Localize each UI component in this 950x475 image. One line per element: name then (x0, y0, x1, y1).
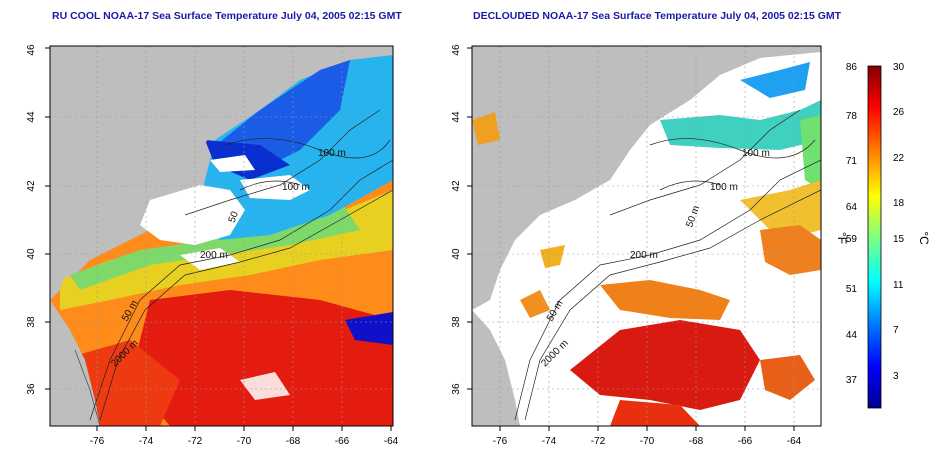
y-tick-label: 40 (451, 248, 462, 260)
left-map-title: RU COOL NOAA-17 Sea Surface Temperature … (52, 10, 402, 22)
fahrenheit-tick: 64 (846, 202, 858, 213)
celsius-tick: 18 (893, 198, 905, 209)
fahrenheit-tick: 86 (846, 62, 858, 73)
colorbar-gradient (867, 65, 882, 409)
contour-2000m (89, 159, 393, 421)
x-tick-label: -72 (188, 436, 203, 447)
y-tick-label: 38 (451, 316, 462, 328)
x-tick-label: -74 (139, 436, 154, 447)
contour-label: 100 m (742, 148, 770, 159)
left-axes: -76 -74 -72 -70 -68 -66 -64 36 38 40 42 … (26, 44, 399, 447)
contour-label: 100 m (318, 148, 346, 159)
contour-label: 200 m (200, 250, 228, 261)
right-axes: -76 -74 -72 -70 -68 -66 -64 36 38 40 42 … (451, 44, 802, 447)
fahrenheit-tick: 51 (846, 284, 858, 295)
right-sst-map: 100 m 100 m 50 m 200 m 50 m 2000 m (472, 46, 821, 426)
y-tick-label: 38 (26, 316, 37, 328)
y-tick-label: 46 (451, 44, 462, 56)
contour-label: 50 (227, 210, 241, 225)
fahrenheit-unit-label: °F (835, 232, 849, 244)
y-tick-label: 36 (451, 383, 462, 395)
y-tick-label: 42 (26, 180, 37, 192)
contour-label: 100 m (282, 182, 310, 193)
y-tick-label: 44 (26, 111, 37, 123)
celsius-tick: 30 (893, 62, 905, 73)
ocean-hot (130, 290, 393, 426)
x-tick-label: -68 (689, 436, 704, 447)
cloud-patch (140, 185, 245, 245)
y-tick-label: 44 (451, 111, 462, 123)
celsius-unit-label: °C (917, 231, 931, 245)
x-tick-label: -76 (90, 436, 105, 447)
y-tick-label: 46 (26, 44, 37, 56)
left-sst-map: 100 m 100 m 50 200 m 50 m 2000 m (50, 46, 393, 426)
fahrenheit-tick: 78 (846, 111, 858, 122)
right-map-title: DECLOUDED NOAA-17 Sea Surface Temperatur… (473, 10, 842, 22)
y-tick-label: 42 (451, 180, 462, 192)
celsius-tick: 3 (893, 371, 899, 382)
left-map-frame (49, 45, 394, 427)
left-grid (50, 46, 393, 426)
x-tick-label: -74 (542, 436, 557, 447)
celsius-tick: 11 (893, 280, 904, 291)
fahrenheit-tick: 44 (846, 330, 858, 341)
celsius-tick: 7 (893, 325, 899, 336)
fahrenheit-tick: 59 (846, 234, 858, 245)
contour-label: 100 m (710, 182, 738, 193)
right-grid (472, 46, 821, 426)
land-area (472, 46, 821, 310)
x-tick-label: -66 (335, 436, 350, 447)
x-tick-label: -68 (286, 436, 301, 447)
colorbar: 86 78 71 64 59 51 44 37 30 26 22 18 15 1… (835, 62, 931, 409)
x-tick-label: -72 (591, 436, 606, 447)
contour-label: 200 m (630, 250, 658, 261)
x-tick-label: -66 (738, 436, 753, 447)
celsius-tick: 26 (893, 107, 905, 118)
x-tick-label: -70 (640, 436, 655, 447)
celsius-tick: 22 (893, 153, 905, 164)
x-tick-label: -76 (493, 436, 508, 447)
y-tick-label: 40 (26, 248, 37, 260)
x-tick-label: -70 (237, 436, 252, 447)
x-tick-label: -64 (384, 436, 399, 447)
fahrenheit-tick: 71 (846, 156, 858, 167)
warm-patch (570, 320, 760, 410)
x-tick-label: -64 (787, 436, 802, 447)
fahrenheit-tick: 37 (846, 375, 858, 386)
y-tick-label: 36 (26, 383, 37, 395)
celsius-tick: 15 (893, 234, 905, 245)
